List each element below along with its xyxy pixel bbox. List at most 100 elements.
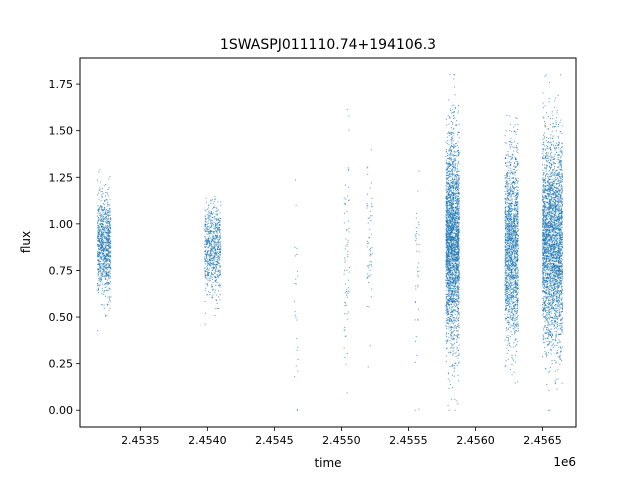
data-point	[212, 269, 214, 271]
data-point	[451, 194, 453, 196]
data-point	[100, 280, 102, 282]
data-point	[101, 267, 103, 269]
data-point	[517, 279, 519, 281]
data-point	[504, 259, 506, 261]
data-point	[457, 241, 459, 243]
data-point	[448, 174, 450, 176]
data-point	[447, 193, 449, 195]
data-point	[105, 216, 107, 218]
data-point	[206, 239, 208, 241]
data-point	[344, 270, 346, 272]
data-point	[219, 273, 221, 275]
data-point	[458, 295, 460, 297]
data-point	[101, 268, 103, 270]
data-point	[206, 243, 208, 245]
data-point	[458, 297, 460, 299]
data-point	[101, 244, 103, 246]
data-point	[515, 207, 516, 209]
data-point	[214, 279, 216, 281]
data-point	[452, 165, 454, 167]
data-point	[213, 267, 215, 269]
data-point	[451, 250, 453, 252]
data-point	[450, 273, 452, 275]
data-point	[458, 216, 460, 218]
data-point	[504, 198, 506, 200]
data-point	[454, 282, 456, 284]
data-point	[98, 253, 100, 255]
data-point	[98, 238, 100, 240]
data-point	[345, 302, 346, 304]
data-point	[99, 187, 101, 189]
data-point	[514, 241, 516, 243]
data-point	[451, 182, 453, 184]
data-point	[447, 265, 449, 267]
data-point	[455, 207, 457, 209]
data-point	[506, 307, 508, 309]
data-point	[448, 255, 450, 257]
data-point	[458, 199, 460, 201]
data-point	[453, 320, 455, 322]
data-point	[453, 334, 455, 336]
data-point	[451, 327, 453, 329]
data-point	[210, 249, 211, 251]
data-point	[448, 204, 450, 206]
data-point	[455, 289, 457, 291]
data-point	[446, 191, 448, 193]
data-point	[511, 219, 513, 221]
data-point	[204, 267, 206, 269]
data-point	[98, 270, 100, 272]
data-point	[216, 244, 218, 246]
data-point	[449, 203, 451, 205]
data-point	[344, 335, 346, 337]
data-point	[504, 220, 506, 222]
data-point	[108, 232, 110, 234]
data-point	[457, 278, 459, 280]
data-point	[107, 226, 109, 228]
data-point	[455, 151, 457, 153]
data-point	[447, 114, 449, 116]
data-point	[452, 343, 454, 345]
data-point	[449, 117, 451, 119]
data-point	[296, 319, 298, 321]
data-point	[456, 165, 458, 167]
data-point	[101, 206, 103, 208]
data-point	[109, 259, 111, 261]
data-point	[512, 295, 514, 297]
data-point	[369, 253, 371, 255]
data-point	[510, 141, 512, 143]
data-point	[204, 247, 206, 249]
data-point	[454, 293, 456, 295]
data-point	[107, 211, 109, 213]
data-point	[451, 192, 453, 194]
data-point	[517, 195, 519, 197]
data-point	[457, 296, 459, 298]
data-point	[98, 208, 100, 210]
data-point	[347, 293, 349, 295]
data-point	[512, 271, 514, 273]
data-point	[103, 304, 105, 306]
data-point	[448, 262, 450, 264]
data-point	[220, 204, 222, 206]
data-point	[452, 306, 454, 308]
data-point	[447, 308, 449, 310]
data-point	[517, 256, 519, 258]
data-point	[213, 276, 215, 278]
data-point	[509, 210, 511, 212]
data-point	[218, 219, 220, 221]
data-point	[207, 216, 209, 218]
data-point	[457, 225, 459, 227]
data-point	[449, 227, 451, 229]
data-point	[417, 284, 419, 286]
data-point	[448, 271, 450, 273]
data-point	[451, 300, 453, 302]
data-point	[445, 266, 447, 268]
data-point	[109, 252, 111, 254]
data-point	[455, 196, 457, 198]
data-point	[101, 209, 103, 211]
data-point	[109, 245, 111, 247]
data-point	[457, 201, 459, 203]
data-point	[446, 124, 448, 126]
data-point	[514, 260, 516, 262]
data-point	[109, 220, 111, 222]
data-point	[110, 268, 112, 270]
